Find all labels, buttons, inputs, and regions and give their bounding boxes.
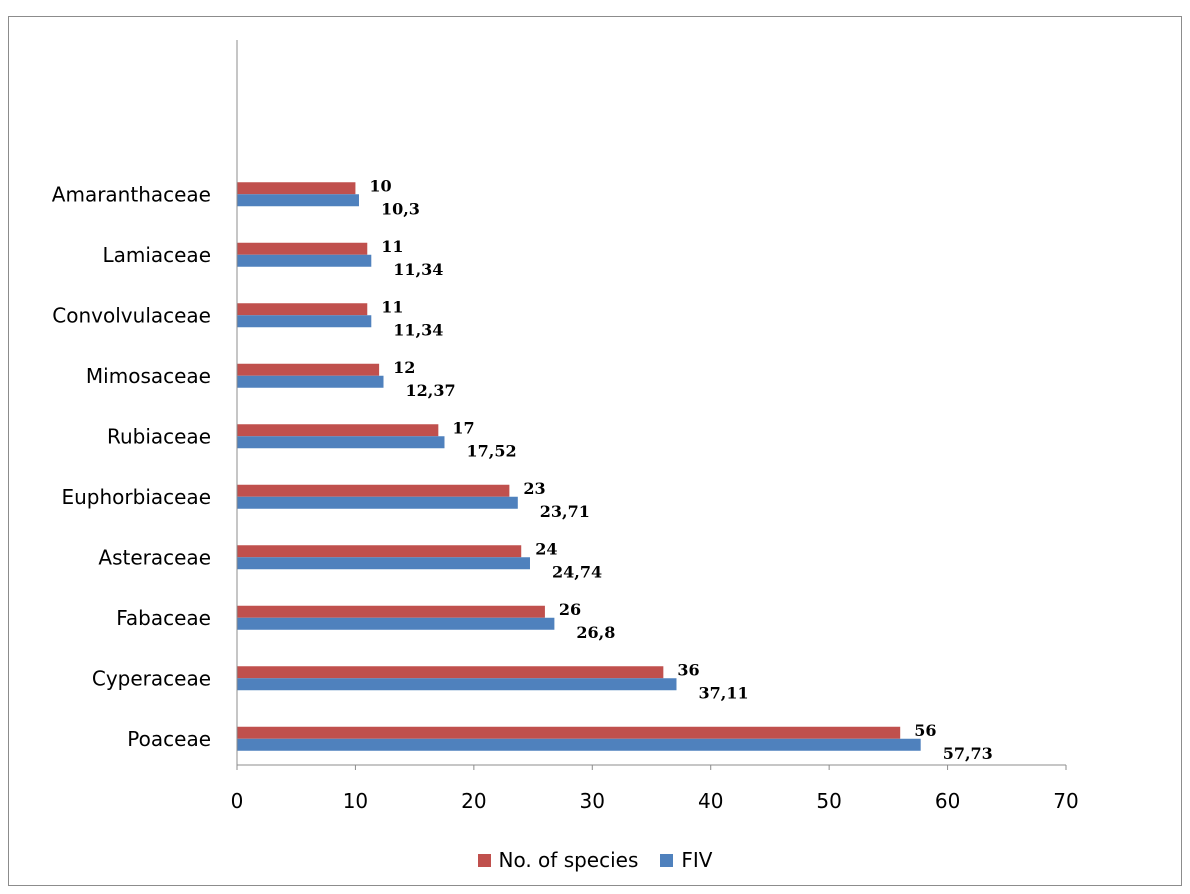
bar-fiv <box>237 375 384 388</box>
bar-species <box>237 484 510 497</box>
bar-fiv <box>237 617 555 630</box>
data-label-species: 11 <box>381 297 403 316</box>
legend-swatch-species <box>477 853 491 867</box>
bar-fiv <box>237 738 921 751</box>
data-label-species: 12 <box>393 358 415 377</box>
data-label-fiv: 24,74 <box>552 562 602 581</box>
bar-species <box>237 182 356 195</box>
legend: No. of species FIV <box>0 848 1190 872</box>
x-tick-label: 20 <box>461 789 486 813</box>
bar-fiv <box>237 254 372 267</box>
bar-fiv <box>237 436 445 449</box>
bar-fiv <box>237 557 530 570</box>
legend-label-species: No. of species <box>498 848 639 872</box>
data-label-fiv: 11,34 <box>393 320 443 339</box>
data-label-species: 17 <box>452 418 474 437</box>
category-label: Convolvulaceae <box>52 303 211 327</box>
data-label-species: 24 <box>535 539 557 558</box>
data-label-species: 26 <box>559 600 581 619</box>
bar-fiv <box>237 496 518 509</box>
bars-group <box>237 182 921 751</box>
x-tick-label: 60 <box>935 789 960 813</box>
category-label: Cyperaceae <box>92 666 211 690</box>
x-tick-label: 70 <box>1053 789 1078 813</box>
data-label-fiv: 23,71 <box>540 502 590 521</box>
axes-group <box>236 40 1067 770</box>
bar-species <box>237 666 664 679</box>
data-label-fiv: 10,3 <box>381 199 420 218</box>
bar-species <box>237 303 368 316</box>
category-label: Euphorbiaceae <box>61 485 211 509</box>
x-tick-label: 50 <box>816 789 841 813</box>
x-tick-label: 10 <box>343 789 368 813</box>
bar-fiv <box>237 678 677 691</box>
category-label: Rubiaceae <box>107 424 211 448</box>
bar-fiv <box>237 315 372 328</box>
category-label: Poaceae <box>127 727 211 751</box>
x-tick-label: 40 <box>698 789 723 813</box>
data-label-species: 36 <box>677 660 699 679</box>
bar-species <box>237 363 380 376</box>
bar-species <box>237 726 901 739</box>
x-tick-label: 30 <box>580 789 605 813</box>
legend-item-species: No. of species <box>477 848 639 872</box>
data-label-fiv: 11,34 <box>393 260 443 279</box>
bar-species <box>237 424 439 437</box>
data-label-species: 23 <box>523 479 545 498</box>
category-label: Lamiaceae <box>102 243 211 267</box>
bar-species <box>237 242 368 255</box>
labels-group: Poaceae 56 57,73 Cyperaceae 36 37,11 Fabaceae 2… <box>52 176 1079 813</box>
category-label: Fabaceae <box>116 606 211 630</box>
bar-fiv <box>237 194 359 207</box>
data-label-species: 56 <box>914 721 936 740</box>
category-label: Asteraceae <box>98 545 211 569</box>
x-tick-label: 0 <box>231 789 244 813</box>
legend-item-fiv: FIV <box>660 848 713 872</box>
bar-species <box>237 605 545 618</box>
category-label: Mimosaceae <box>86 364 211 388</box>
data-label-fiv: 26,8 <box>576 623 615 642</box>
data-label-fiv: 57,73 <box>943 744 993 763</box>
data-label-species: 10 <box>369 176 391 195</box>
category-label: Amaranthaceae <box>52 182 211 206</box>
bar-species <box>237 545 522 558</box>
legend-label-fiv: FIV <box>681 848 713 872</box>
data-label-fiv: 12,37 <box>405 381 455 400</box>
data-label-fiv: 17,52 <box>466 441 516 460</box>
data-label-species: 11 <box>381 237 403 256</box>
data-label-fiv: 37,11 <box>698 683 748 702</box>
legend-swatch-fiv <box>660 853 674 867</box>
